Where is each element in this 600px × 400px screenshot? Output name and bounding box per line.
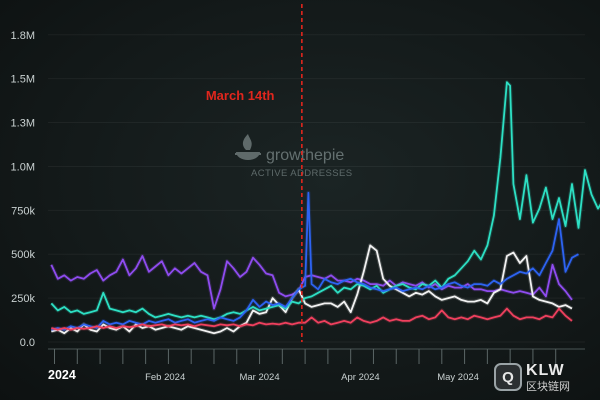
growthepie-watermark: growthepie ACTIVE ADDRESSES [235, 134, 352, 179]
x-tick-label: Feb 2024 [145, 372, 185, 383]
series-line-red-series [51, 307, 573, 331]
y-tick-label: 0.0 [20, 337, 35, 349]
y-tick-label: 1.8M [11, 30, 35, 42]
year-label: 2024 [48, 368, 76, 382]
x-tick-label: May 2024 [437, 372, 479, 383]
badge-main-text: KLW [526, 361, 565, 379]
qklw-logo-icon: Q [494, 363, 522, 391]
x-axis: Feb 2024 Mar 2024 Apr 2024 May 2024 [48, 348, 585, 383]
series-line-teal-series [50, 81, 600, 321]
badge-sub-text: 区块链网 [526, 379, 570, 393]
series-line-blue-series [51, 191, 579, 331]
y-tick-label: 250k [11, 293, 35, 305]
y-tick-label: 500k [11, 249, 35, 261]
y-tick-label: 1.0M [11, 161, 35, 173]
watermark-brand: growthepie [266, 147, 344, 164]
growthepie-logo-icon [235, 134, 261, 160]
y-tick-label: 1.3M [11, 118, 35, 130]
x-tick-label: Apr 2024 [341, 372, 380, 383]
qklw-badge: Q KLW 区块链网 [494, 360, 594, 394]
x-tick-label: Mar 2024 [239, 372, 279, 383]
y-grid [48, 34, 585, 343]
series-glow-2 [49, 80, 600, 322]
y-tick-label: 750k [11, 205, 35, 217]
march-14-annotation: March 14th [206, 88, 275, 103]
y-tick-label: 1.5M [11, 74, 35, 86]
y-axis-ticks: 0.0 250k 500k 750k 1.0M 1.3M 1.5M 1.8M [11, 30, 36, 349]
series-lines [49, 80, 600, 336]
